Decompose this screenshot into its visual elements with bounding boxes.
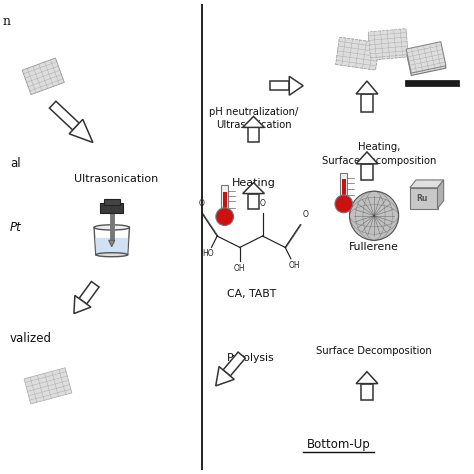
Polygon shape — [69, 119, 93, 143]
Polygon shape — [410, 188, 438, 209]
Polygon shape — [248, 128, 259, 143]
Text: O: O — [199, 199, 205, 208]
Polygon shape — [336, 37, 379, 70]
Text: pH neutralization/
Ultrasonication: pH neutralization/ Ultrasonication — [209, 107, 298, 130]
Polygon shape — [406, 44, 446, 75]
Polygon shape — [243, 182, 264, 193]
Polygon shape — [356, 372, 378, 383]
Text: Heating: Heating — [232, 178, 275, 188]
Ellipse shape — [96, 253, 128, 257]
Text: al: al — [10, 157, 21, 170]
Polygon shape — [342, 179, 346, 204]
Polygon shape — [95, 238, 128, 255]
Text: Ru: Ru — [417, 193, 428, 202]
FancyBboxPatch shape — [100, 203, 123, 213]
Polygon shape — [22, 58, 64, 95]
Polygon shape — [49, 101, 79, 130]
Polygon shape — [289, 76, 303, 95]
Polygon shape — [356, 152, 378, 164]
Text: Fullerene: Fullerene — [349, 242, 399, 252]
Text: Ultrasonication: Ultrasonication — [74, 174, 159, 184]
Text: Heating,
Surface decomposition: Heating, Surface decomposition — [321, 143, 436, 166]
Polygon shape — [74, 295, 91, 314]
Polygon shape — [405, 80, 459, 86]
Polygon shape — [340, 173, 347, 204]
Text: Bottom-Up: Bottom-Up — [307, 438, 371, 451]
Text: HO: HO — [202, 249, 213, 258]
Text: OH: OH — [289, 261, 301, 270]
Text: Pyrolysis: Pyrolysis — [228, 353, 275, 363]
Polygon shape — [356, 81, 378, 94]
Polygon shape — [109, 240, 115, 246]
Polygon shape — [406, 42, 446, 73]
Text: Surface Decomposition: Surface Decomposition — [316, 346, 432, 356]
Text: Pt: Pt — [10, 221, 22, 234]
Polygon shape — [79, 282, 99, 304]
Text: valized: valized — [10, 332, 52, 345]
Polygon shape — [223, 192, 227, 217]
Polygon shape — [368, 31, 408, 60]
Polygon shape — [361, 164, 373, 180]
Polygon shape — [94, 228, 129, 255]
Polygon shape — [216, 366, 234, 386]
Text: O: O — [303, 210, 309, 219]
Ellipse shape — [94, 225, 129, 230]
Text: n: n — [3, 15, 11, 28]
Polygon shape — [248, 193, 259, 209]
Circle shape — [335, 195, 353, 213]
Circle shape — [216, 208, 234, 226]
Polygon shape — [361, 383, 373, 400]
Text: CA, TABT: CA, TABT — [227, 289, 276, 299]
Polygon shape — [368, 28, 408, 58]
Polygon shape — [361, 94, 373, 112]
FancyBboxPatch shape — [104, 199, 120, 205]
Polygon shape — [221, 185, 228, 217]
Polygon shape — [270, 81, 289, 91]
Polygon shape — [410, 180, 444, 188]
Polygon shape — [336, 37, 379, 70]
Polygon shape — [243, 117, 264, 128]
Polygon shape — [24, 368, 72, 404]
Text: OH: OH — [234, 264, 246, 273]
Polygon shape — [223, 352, 246, 376]
Text: O: O — [260, 199, 265, 208]
Polygon shape — [438, 180, 444, 209]
Circle shape — [349, 191, 399, 240]
